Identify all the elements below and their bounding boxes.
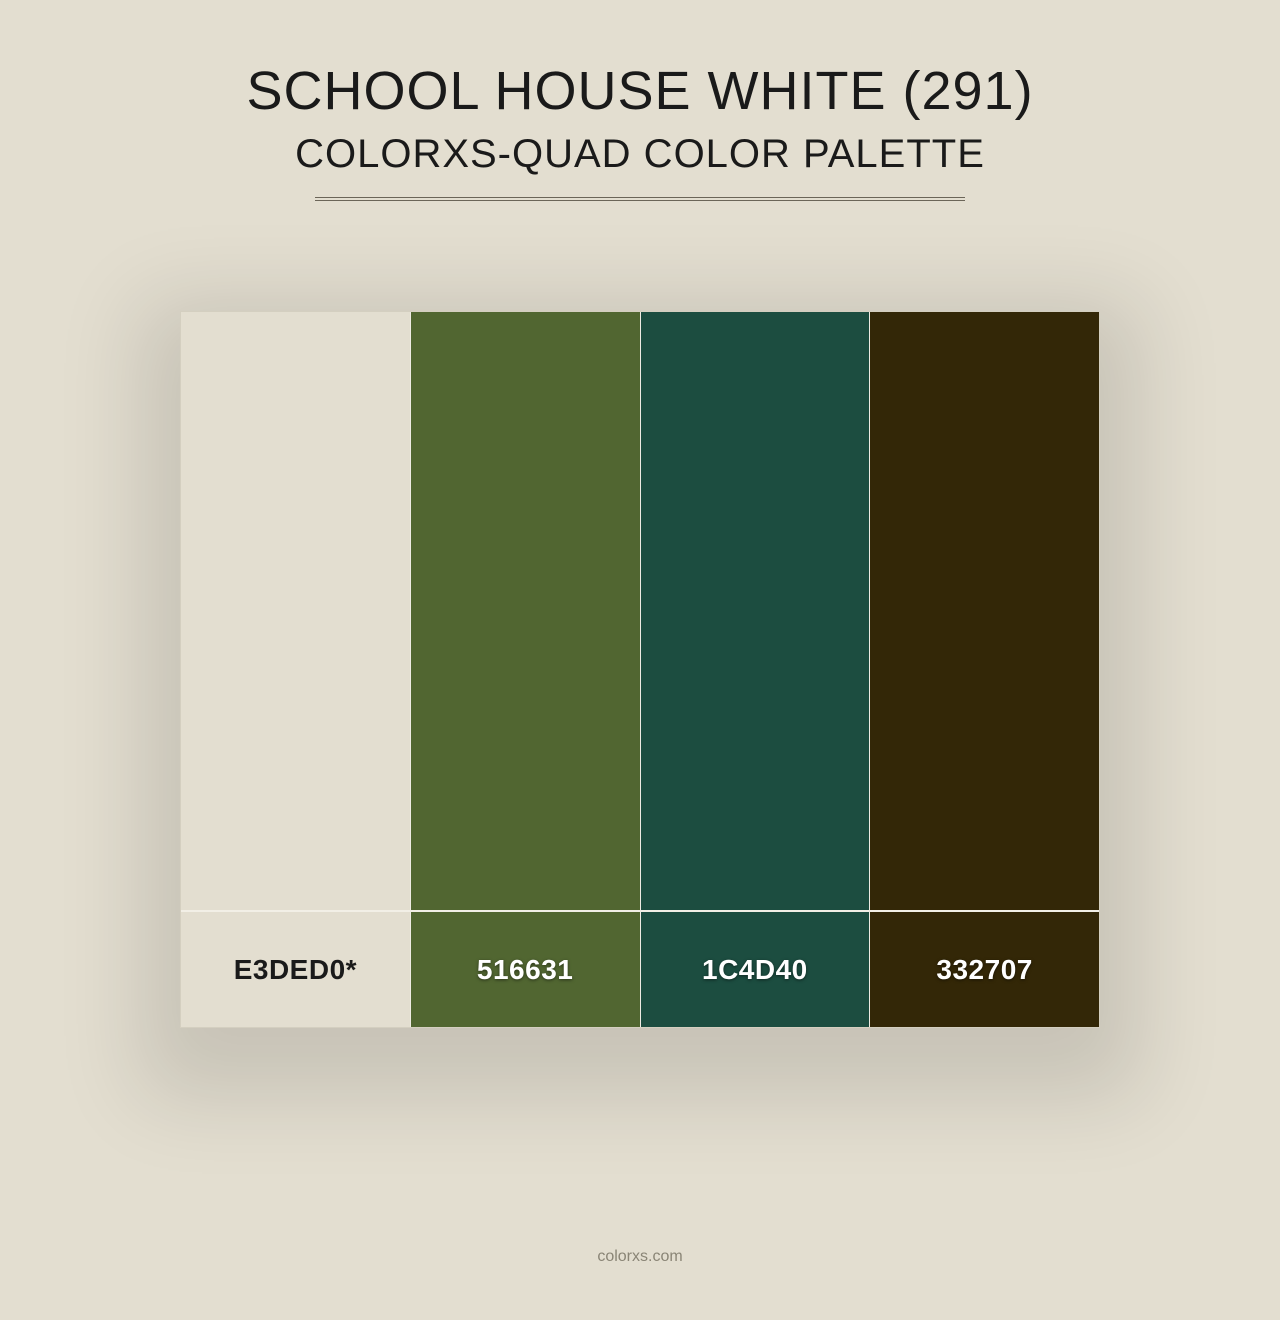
swatch-column: 332707 [870, 312, 1099, 1027]
swatch-column: 516631 [411, 312, 641, 1027]
footer-credit: colorxs.com [0, 1248, 1280, 1266]
swatch-hex-label: E3DED0* [234, 954, 357, 986]
palette-shadow-wrap: E3DED0* 516631 1C4D40 332707 [180, 311, 1100, 1028]
swatch-hex-label: 332707 [936, 954, 1032, 986]
swatch-hex-label: 516631 [477, 954, 573, 986]
palette-card: SCHOOL HOUSE WHITE (291) COLORXS-QUAD CO… [0, 0, 1280, 1028]
swatch-label-band: E3DED0* [181, 912, 410, 1027]
swatch-column: 1C4D40 [641, 312, 871, 1027]
swatch-color [641, 312, 870, 910]
swatch-color [411, 312, 640, 910]
title-divider [315, 197, 965, 201]
palette-subtitle: COLORXS-QUAD COLOR PALETTE [80, 132, 1200, 177]
color-palette: E3DED0* 516631 1C4D40 332707 [180, 311, 1100, 1028]
swatch-color [181, 312, 410, 910]
swatch-column: E3DED0* [181, 312, 411, 1027]
palette-title: SCHOOL HOUSE WHITE (291) [80, 60, 1200, 122]
swatch-label-band: 516631 [411, 912, 640, 1027]
swatch-label-band: 1C4D40 [641, 912, 870, 1027]
swatch-color [870, 312, 1099, 910]
swatch-label-band: 332707 [870, 912, 1099, 1027]
swatch-hex-label: 1C4D40 [702, 954, 808, 986]
